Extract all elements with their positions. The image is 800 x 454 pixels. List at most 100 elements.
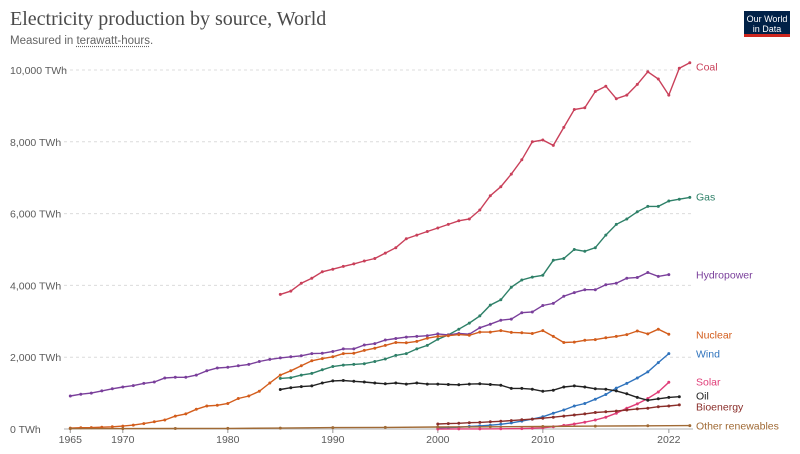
data-point-gas[interactable] <box>530 275 534 279</box>
data-point-oil[interactable] <box>625 392 629 396</box>
data-point-coal[interactable] <box>478 208 482 212</box>
data-point-coal[interactable] <box>656 77 660 81</box>
data-point-hydropower[interactable] <box>614 281 618 285</box>
data-point-hydropower[interactable] <box>404 335 408 339</box>
series-line-bioenergy[interactable] <box>437 404 680 425</box>
data-point-hydropower[interactable] <box>152 380 156 384</box>
data-point-hydropower[interactable] <box>289 355 293 359</box>
data-point-hydropower[interactable] <box>656 274 660 278</box>
data-point-bioenergy[interactable] <box>551 415 555 419</box>
data-point-hydropower[interactable] <box>352 347 356 351</box>
data-point-gas[interactable] <box>625 217 629 221</box>
data-point-hydropower[interactable] <box>68 394 72 398</box>
data-point-hydropower[interactable] <box>583 288 587 292</box>
series-label-other-renewables[interactable]: Other renewables <box>696 421 779 433</box>
data-point-gas[interactable] <box>488 303 492 307</box>
data-point-solar[interactable] <box>520 427 524 431</box>
data-point-oil[interactable] <box>478 382 482 386</box>
data-point-hydropower[interactable] <box>110 387 114 391</box>
data-point-hydropower[interactable] <box>667 273 671 277</box>
data-point-coal[interactable] <box>625 93 629 97</box>
data-point-wind[interactable] <box>551 411 555 415</box>
data-point-nuclear[interactable] <box>593 338 597 342</box>
data-point-bioenergy[interactable] <box>509 419 513 423</box>
owid-logo[interactable]: Our World in Data <box>744 11 790 37</box>
data-point-nuclear[interactable] <box>425 336 429 340</box>
series-gas[interactable] <box>278 195 692 380</box>
data-point-oil[interactable] <box>583 385 587 389</box>
data-point-gas[interactable] <box>457 327 461 331</box>
series-line-hydropower[interactable] <box>70 271 669 397</box>
data-point-nuclear[interactable] <box>467 333 471 337</box>
data-point-nuclear[interactable] <box>625 333 629 337</box>
data-point-other-renewables[interactable] <box>68 427 72 431</box>
data-point-nuclear[interactable] <box>331 355 335 359</box>
data-point-bioenergy[interactable] <box>614 409 618 413</box>
data-point-hydropower[interactable] <box>478 326 482 330</box>
data-point-bioenergy[interactable] <box>562 414 566 418</box>
data-point-hydropower[interactable] <box>509 317 513 321</box>
data-point-coal[interactable] <box>677 66 681 70</box>
data-point-coal[interactable] <box>614 97 618 101</box>
data-point-nuclear[interactable] <box>478 330 482 334</box>
data-point-nuclear[interactable] <box>572 340 576 344</box>
data-point-oil[interactable] <box>562 385 566 389</box>
data-point-bioenergy[interactable] <box>467 421 471 425</box>
data-point-oil[interactable] <box>299 385 303 389</box>
data-point-oil[interactable] <box>352 379 356 383</box>
data-point-hydropower[interactable] <box>425 334 429 338</box>
data-point-coal[interactable] <box>404 237 408 241</box>
data-point-coal[interactable] <box>667 93 671 97</box>
data-point-nuclear[interactable] <box>289 369 293 373</box>
data-point-wind[interactable] <box>572 404 576 408</box>
data-point-bioenergy[interactable] <box>677 403 681 407</box>
data-point-oil[interactable] <box>667 395 671 399</box>
series-line-gas[interactable] <box>280 196 690 380</box>
data-point-solar[interactable] <box>656 390 660 394</box>
data-point-hydropower[interactable] <box>142 381 146 385</box>
data-point-hydropower[interactable] <box>415 334 419 338</box>
data-point-other-renewables[interactable] <box>383 425 387 429</box>
data-point-nuclear[interactable] <box>520 331 524 335</box>
data-point-coal[interactable] <box>593 90 597 93</box>
data-point-gas[interactable] <box>509 285 513 289</box>
data-point-coal[interactable] <box>341 264 345 268</box>
data-point-nuclear[interactable] <box>530 332 534 335</box>
data-point-nuclear[interactable] <box>236 397 240 400</box>
data-point-bioenergy[interactable] <box>593 411 597 414</box>
data-point-wind[interactable] <box>646 370 650 374</box>
data-point-other-renewables[interactable] <box>541 425 545 428</box>
data-point-oil[interactable] <box>341 379 345 382</box>
data-point-oil[interactable] <box>278 388 282 391</box>
data-point-hydropower[interactable] <box>184 375 188 379</box>
data-point-gas[interactable] <box>656 204 660 208</box>
data-point-nuclear[interactable] <box>656 327 660 331</box>
data-point-hydropower[interactable] <box>310 352 314 356</box>
data-point-nuclear[interactable] <box>320 357 324 361</box>
data-point-gas[interactable] <box>331 365 335 368</box>
data-point-nuclear[interactable] <box>604 336 608 340</box>
data-point-bioenergy[interactable] <box>604 410 608 414</box>
data-point-coal[interactable] <box>488 194 492 198</box>
data-point-oil[interactable] <box>415 381 419 385</box>
data-point-hydropower[interactable] <box>562 294 566 298</box>
data-point-nuclear[interactable] <box>436 334 440 338</box>
data-point-bioenergy[interactable] <box>499 419 503 423</box>
data-point-coal[interactable] <box>541 138 545 142</box>
data-point-gas[interactable] <box>310 371 314 375</box>
data-point-oil[interactable] <box>530 387 534 391</box>
data-point-hydropower[interactable] <box>299 354 303 358</box>
data-point-wind[interactable] <box>635 376 639 380</box>
data-point-hydropower[interactable] <box>121 385 125 389</box>
data-point-gas[interactable] <box>520 278 524 282</box>
data-point-gas[interactable] <box>415 347 419 351</box>
data-point-gas[interactable] <box>352 362 356 366</box>
data-point-gas[interactable] <box>404 352 408 356</box>
data-point-gas[interactable] <box>499 298 503 302</box>
data-point-wind[interactable] <box>667 352 671 356</box>
data-point-hydropower[interactable] <box>236 364 240 368</box>
data-point-other-renewables[interactable] <box>593 424 597 428</box>
data-point-nuclear[interactable] <box>383 343 387 347</box>
data-point-coal[interactable] <box>299 281 303 285</box>
data-point-oil[interactable] <box>635 395 639 399</box>
